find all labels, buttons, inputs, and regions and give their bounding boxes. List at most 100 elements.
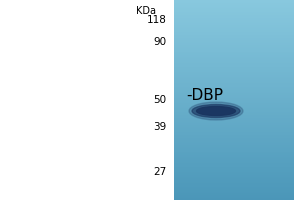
- Text: -DBP: -DBP: [186, 88, 223, 104]
- Bar: [174, 115, 294, 117]
- Bar: [174, 35, 294, 37]
- Bar: [174, 128, 294, 130]
- Bar: [174, 167, 294, 168]
- Bar: [174, 67, 294, 68]
- Bar: [174, 123, 294, 125]
- Bar: [174, 147, 294, 148]
- Bar: [174, 120, 294, 122]
- Bar: [174, 15, 294, 17]
- Bar: [174, 175, 294, 177]
- Bar: [174, 83, 294, 85]
- Text: 90: 90: [153, 37, 167, 47]
- Bar: [174, 172, 294, 173]
- Bar: [174, 195, 294, 197]
- Bar: [174, 43, 294, 45]
- Bar: [174, 108, 294, 110]
- Bar: [174, 8, 294, 10]
- Bar: [174, 162, 294, 163]
- Bar: [174, 125, 294, 127]
- Bar: [174, 87, 294, 88]
- Bar: [174, 122, 294, 123]
- Bar: [174, 100, 294, 102]
- Bar: [174, 170, 294, 172]
- Bar: [174, 13, 294, 15]
- Bar: [174, 3, 294, 5]
- Bar: [174, 65, 294, 67]
- Bar: [174, 135, 294, 137]
- Bar: [174, 10, 294, 12]
- Bar: [174, 50, 294, 52]
- Bar: [174, 58, 294, 60]
- Bar: [174, 198, 294, 200]
- Text: KDa: KDa: [136, 6, 156, 16]
- Bar: [174, 23, 294, 25]
- Bar: [174, 5, 294, 7]
- Bar: [174, 183, 294, 185]
- Bar: [174, 145, 294, 147]
- Bar: [174, 160, 294, 162]
- Bar: [174, 97, 294, 98]
- Bar: [174, 90, 294, 92]
- Bar: [174, 30, 294, 32]
- Bar: [174, 22, 294, 23]
- Bar: [174, 12, 294, 13]
- Bar: [174, 60, 294, 62]
- Bar: [174, 32, 294, 33]
- Bar: [174, 192, 294, 193]
- Bar: [174, 52, 294, 53]
- Bar: [174, 45, 294, 47]
- Ellipse shape: [192, 104, 240, 118]
- Bar: [174, 133, 294, 135]
- Bar: [174, 40, 294, 42]
- Bar: [174, 78, 294, 80]
- Bar: [174, 82, 294, 83]
- Text: 118: 118: [147, 15, 166, 25]
- Bar: [174, 143, 294, 145]
- Bar: [174, 73, 294, 75]
- Bar: [174, 112, 294, 113]
- Bar: [174, 138, 294, 140]
- Bar: [174, 98, 294, 100]
- Bar: [174, 48, 294, 50]
- Bar: [174, 165, 294, 167]
- Bar: [174, 118, 294, 120]
- Bar: [174, 127, 294, 128]
- Ellipse shape: [196, 107, 236, 116]
- Bar: [174, 85, 294, 87]
- Bar: [174, 110, 294, 112]
- Bar: [174, 92, 294, 93]
- Bar: [174, 140, 294, 142]
- Bar: [174, 188, 294, 190]
- Bar: [174, 152, 294, 153]
- Bar: [174, 33, 294, 35]
- Bar: [174, 68, 294, 70]
- Bar: [174, 95, 294, 97]
- Bar: [174, 63, 294, 65]
- Bar: [174, 173, 294, 175]
- Bar: [174, 62, 294, 63]
- Bar: [174, 197, 294, 198]
- Bar: [174, 20, 294, 22]
- Bar: [174, 70, 294, 72]
- Bar: [174, 93, 294, 95]
- Bar: [174, 72, 294, 73]
- Bar: [174, 177, 294, 178]
- Bar: [174, 47, 294, 48]
- Bar: [174, 193, 294, 195]
- Bar: [174, 28, 294, 30]
- Bar: [174, 18, 294, 20]
- Bar: [174, 25, 294, 27]
- Bar: [174, 17, 294, 18]
- Bar: [174, 157, 294, 158]
- Bar: [174, 142, 294, 143]
- Bar: [174, 88, 294, 90]
- Bar: [174, 130, 294, 132]
- Bar: [174, 102, 294, 103]
- Bar: [174, 150, 294, 152]
- Bar: [174, 137, 294, 138]
- Bar: [174, 187, 294, 188]
- Text: 50: 50: [153, 95, 167, 105]
- Bar: [174, 57, 294, 58]
- Bar: [174, 190, 294, 192]
- Ellipse shape: [189, 102, 243, 120]
